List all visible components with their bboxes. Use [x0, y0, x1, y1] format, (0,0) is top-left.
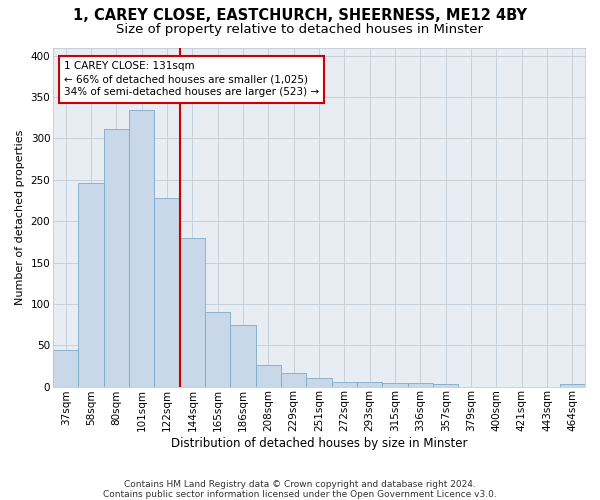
Bar [357, 382, 382, 386]
Y-axis label: Number of detached properties: Number of detached properties [15, 130, 25, 304]
Bar [256, 365, 281, 386]
Bar [307, 378, 332, 386]
Text: Contains public sector information licensed under the Open Government Licence v3: Contains public sector information licen… [103, 490, 497, 499]
Bar [433, 384, 458, 386]
Text: Size of property relative to detached houses in Minster: Size of property relative to detached ho… [116, 22, 484, 36]
Bar [281, 374, 307, 386]
Bar [79, 183, 104, 386]
Bar [560, 384, 585, 386]
X-axis label: Distribution of detached houses by size in Minster: Distribution of detached houses by size … [171, 437, 467, 450]
Bar [180, 238, 205, 386]
Bar [205, 312, 230, 386]
Bar [230, 324, 256, 386]
Text: 1, CAREY CLOSE, EASTCHURCH, SHEERNESS, ME12 4BY: 1, CAREY CLOSE, EASTCHURCH, SHEERNESS, M… [73, 8, 527, 22]
Bar [332, 382, 357, 386]
Bar [407, 383, 433, 386]
Bar [154, 198, 180, 386]
Bar [129, 110, 154, 386]
Text: 1 CAREY CLOSE: 131sqm
← 66% of detached houses are smaller (1,025)
34% of semi-d: 1 CAREY CLOSE: 131sqm ← 66% of detached … [64, 61, 319, 98]
Text: Contains HM Land Registry data © Crown copyright and database right 2024.: Contains HM Land Registry data © Crown c… [124, 480, 476, 489]
Bar [104, 128, 129, 386]
Bar [382, 383, 407, 386]
Bar [53, 350, 79, 387]
